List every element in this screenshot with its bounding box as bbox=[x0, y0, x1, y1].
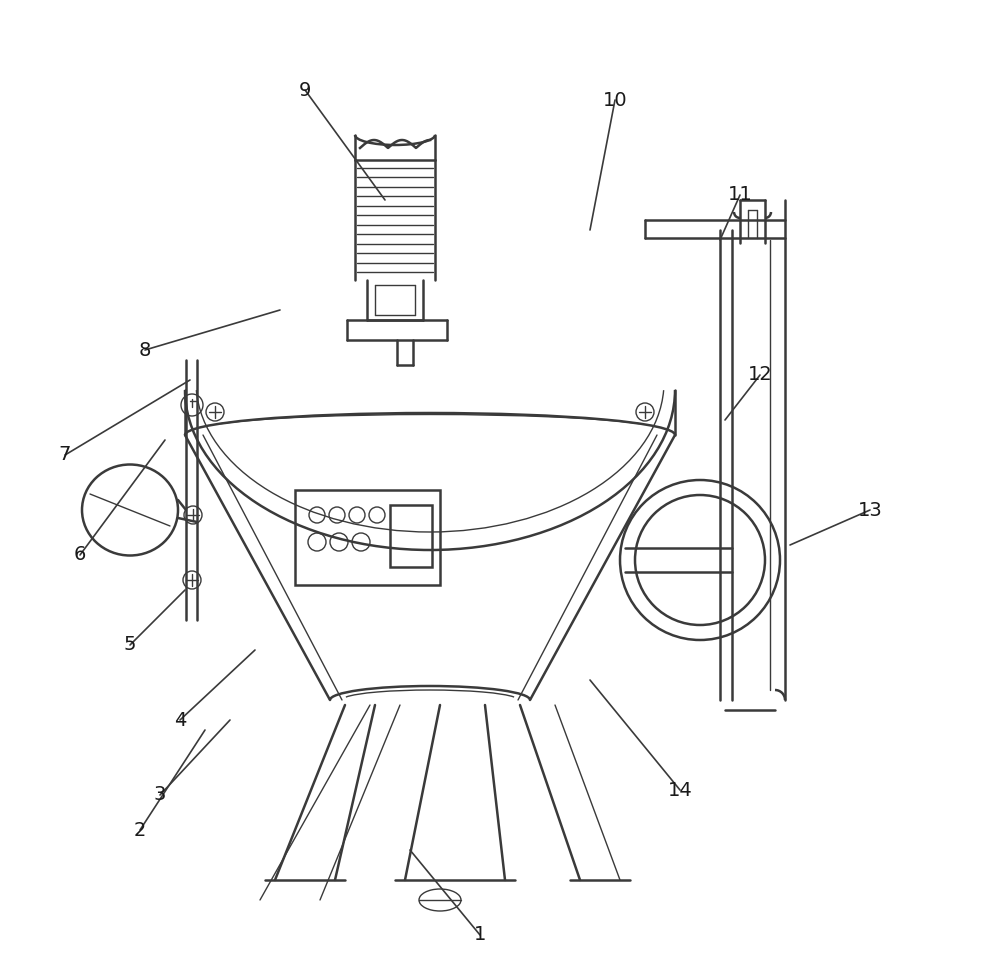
Text: 14: 14 bbox=[668, 781, 692, 799]
Text: 5: 5 bbox=[124, 635, 136, 655]
Bar bbox=[390, 505, 432, 567]
Text: 11: 11 bbox=[728, 185, 752, 205]
Text: 3: 3 bbox=[154, 786, 166, 804]
Text: 4: 4 bbox=[174, 711, 186, 729]
Text: 2: 2 bbox=[134, 821, 146, 839]
Text: 6: 6 bbox=[74, 546, 86, 564]
Text: 8: 8 bbox=[139, 341, 151, 359]
Bar bbox=[295, 490, 440, 585]
Text: 13: 13 bbox=[858, 501, 882, 519]
Text: 7: 7 bbox=[59, 445, 71, 465]
Text: 12: 12 bbox=[748, 365, 772, 385]
Text: 1: 1 bbox=[474, 925, 486, 945]
Text: 9: 9 bbox=[299, 80, 311, 100]
Text: 10: 10 bbox=[603, 91, 627, 109]
